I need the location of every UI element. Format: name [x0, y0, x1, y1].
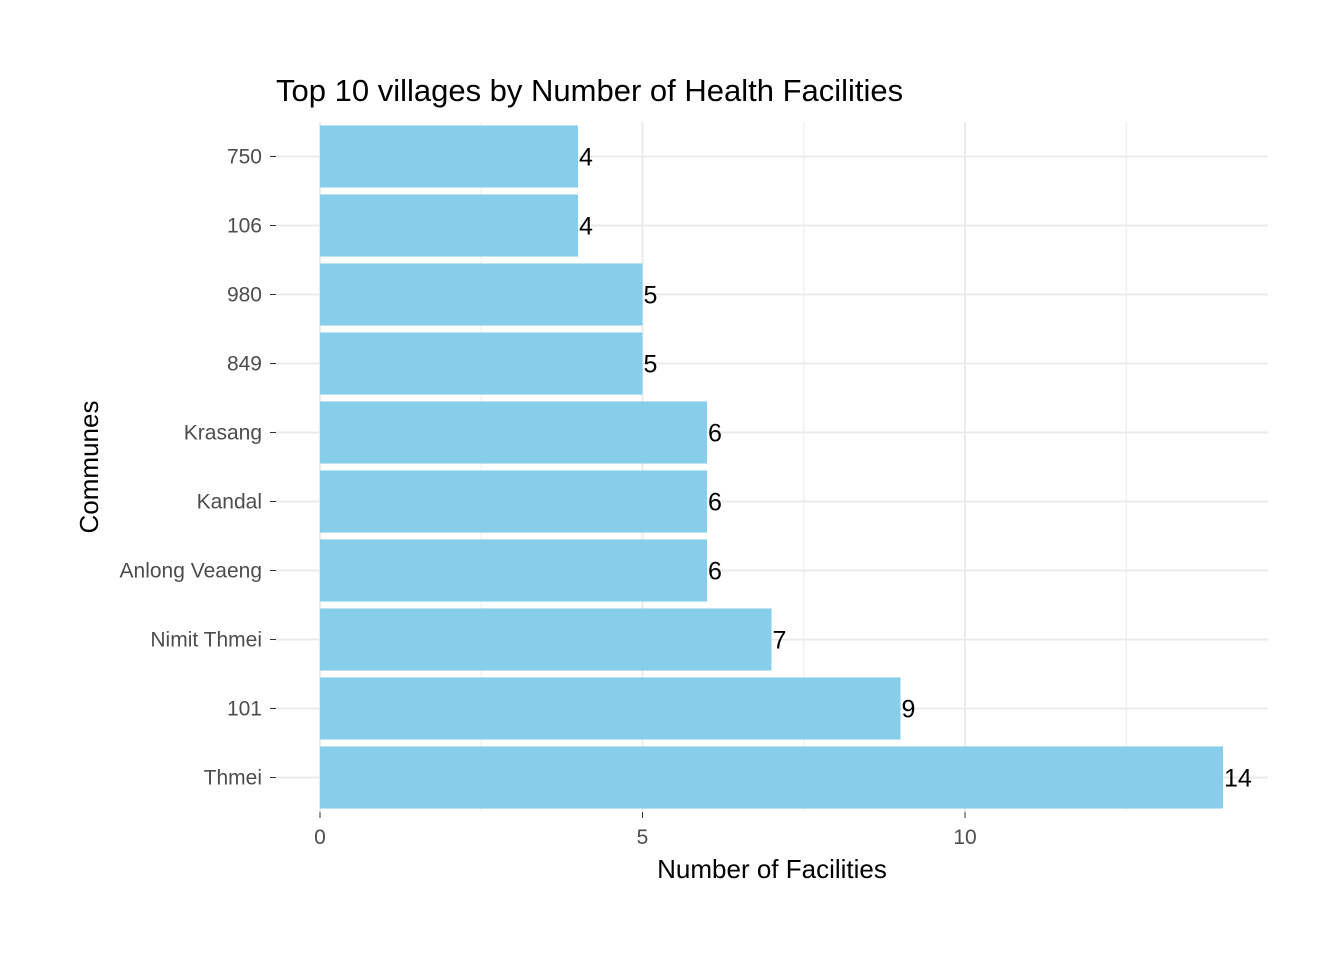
bar [320, 539, 707, 602]
x-axis-ticks: 0 5 10 [314, 812, 977, 849]
data-label: 6 [708, 489, 722, 517]
bars [320, 125, 1223, 809]
y-tick-label: Krasang [184, 422, 262, 445]
x-tick-label: 10 [953, 826, 976, 849]
data-label: 5 [644, 351, 658, 379]
x-tick-label: 0 [314, 826, 326, 849]
bar [320, 194, 578, 257]
data-label: 6 [708, 420, 722, 448]
y-tick-label: Kandal [197, 491, 262, 514]
y-axis-ticks: 750 106 980 849 Krasang Kandal Anlong Veaeng Ni… [120, 146, 276, 790]
y-tick-label: 101 [227, 698, 262, 721]
chart-title: Top 10 villages by Number of Health Faci… [276, 73, 903, 108]
y-tick-label: 106 [227, 215, 262, 238]
bar [320, 677, 901, 740]
bar [320, 401, 707, 464]
data-label: 7 [773, 627, 787, 655]
x-tick-label: 5 [637, 826, 649, 849]
data-label: 9 [902, 696, 916, 724]
data-label: 6 [708, 558, 722, 586]
bar [320, 263, 643, 326]
bar [320, 746, 1223, 809]
y-tick-label: 980 [227, 284, 262, 307]
bar [320, 125, 578, 188]
data-label: 14 [1224, 765, 1252, 793]
y-tick-label: 750 [227, 146, 262, 169]
y-tick-label: Thmei [204, 767, 262, 790]
y-tick-label: 849 [227, 353, 262, 376]
data-label: 5 [644, 282, 658, 310]
y-tick-label: Nimit Thmei [150, 629, 262, 652]
bar [320, 470, 707, 533]
data-labels: 4 4 5 5 6 6 6 7 9 14 [579, 144, 1252, 793]
data-label: 4 [579, 144, 593, 172]
x-axis-title: Number of Facilities [657, 854, 887, 884]
bar [320, 608, 772, 671]
data-label: 4 [579, 213, 593, 241]
y-axis-title: Communes [74, 401, 104, 534]
bar [320, 332, 643, 395]
y-tick-label: Anlong Veaeng [120, 560, 262, 583]
